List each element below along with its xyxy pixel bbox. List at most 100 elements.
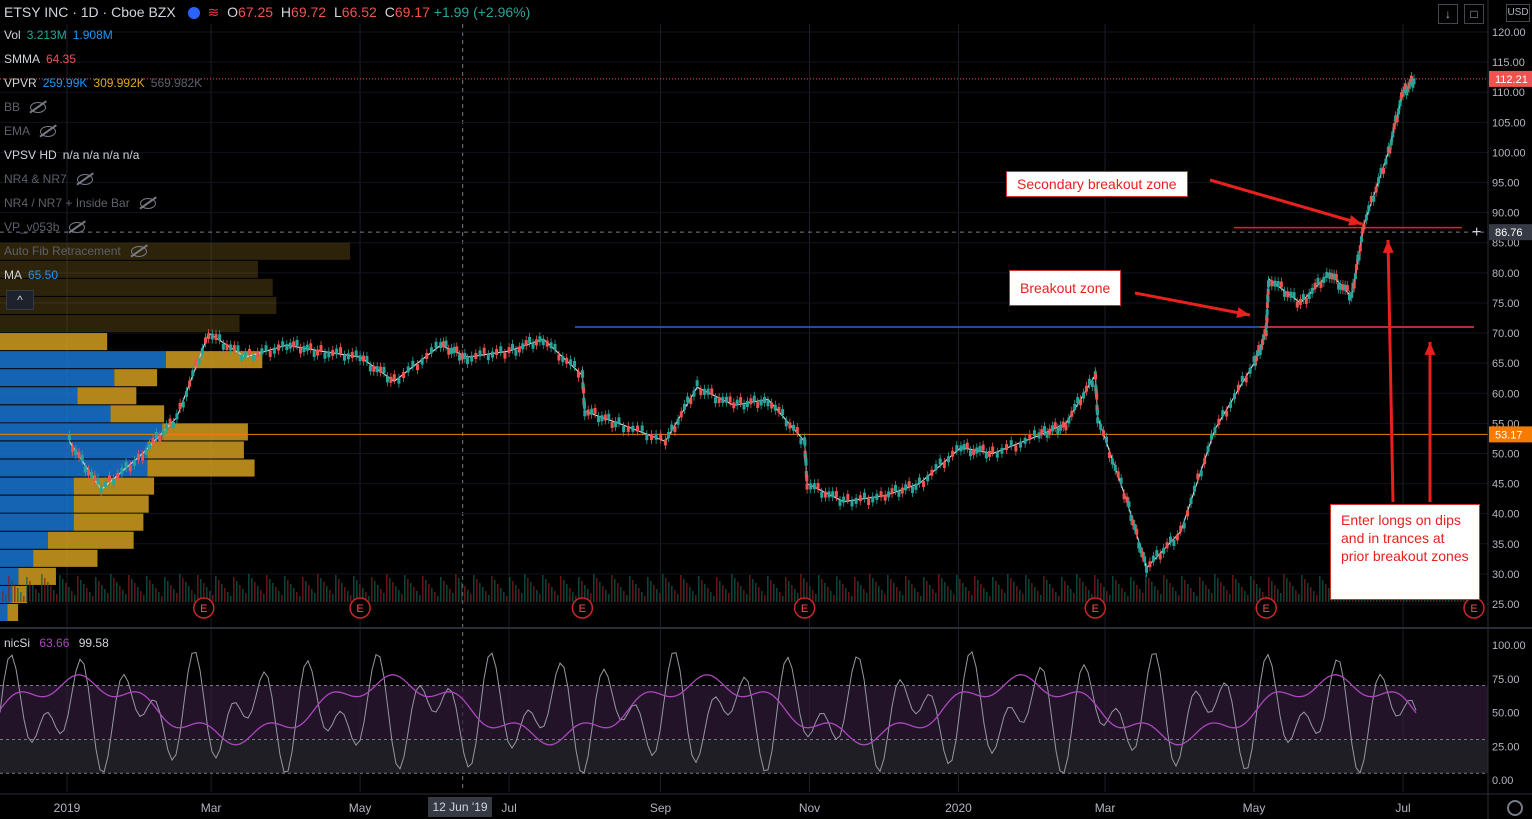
candle-body — [689, 398, 693, 405]
candle-body — [521, 343, 525, 350]
indicator-row[interactable]: SMMA 64.35 — [4, 52, 76, 66]
candle-body — [702, 388, 706, 395]
candle-body — [478, 350, 482, 357]
volume-bar — [1217, 578, 1219, 602]
candle-body — [1397, 108, 1401, 115]
volume-bar — [803, 578, 805, 602]
currency-button[interactable]: USD — [1506, 4, 1530, 22]
annotation-secondary-breakout[interactable]: Secondary breakout zone — [1006, 171, 1188, 197]
candle-body — [221, 343, 225, 350]
candle-body — [1265, 309, 1269, 316]
volume-bar — [350, 595, 352, 602]
volume-bar — [1187, 584, 1189, 602]
volume-bar — [1055, 592, 1057, 602]
volume-bar — [554, 591, 556, 602]
candle-body — [1353, 273, 1357, 280]
volume-bar — [14, 584, 16, 602]
candle-body — [411, 360, 415, 367]
candle-body — [887, 491, 891, 498]
indicator-row[interactable]: VP_v053b — [4, 220, 86, 234]
candle-body — [200, 347, 204, 354]
candle-body — [593, 407, 597, 414]
volume-bar — [947, 586, 949, 602]
volume-bar — [260, 590, 262, 602]
annotation-breakout[interactable]: Breakout zone — [1009, 270, 1122, 306]
eye-off-icon[interactable] — [40, 126, 57, 138]
candle-body — [323, 352, 327, 359]
indicator-row[interactable]: VPSV HD n/a n/a n/a n/a — [4, 148, 139, 162]
indicator-row[interactable]: Auto Fib Retracement — [4, 244, 147, 258]
candle-body — [1384, 158, 1388, 165]
indicator-row[interactable]: EMA — [4, 124, 57, 138]
volume-bar — [1208, 589, 1210, 602]
candle-body — [120, 467, 124, 474]
candle-body — [1084, 385, 1088, 392]
oscillator-name: nicSi — [4, 636, 31, 650]
oscillator-slow-line — [0, 674, 1417, 746]
indicator-row[interactable]: NR4 & NR7 — [4, 172, 93, 186]
profile-down-bar — [33, 549, 98, 567]
volume-bar — [683, 579, 685, 602]
eye-off-icon[interactable] — [30, 102, 47, 114]
annotation-enter-longs[interactable]: Enter longs on dips and in trances at pr… — [1330, 504, 1480, 600]
volume-bar — [407, 579, 409, 602]
volume-bar — [938, 574, 940, 602]
indicator-row[interactable]: MA 65.50 — [4, 268, 58, 282]
collapse-legend-button[interactable]: ^ — [6, 290, 34, 310]
eye-off-icon[interactable] — [139, 198, 156, 210]
indicator-value: 259.99K — [42, 76, 88, 90]
candle-body — [788, 422, 792, 429]
indicator-row[interactable]: Vol 3.213M 1.908M — [4, 28, 113, 42]
candle-body — [252, 354, 256, 361]
volume-bar — [86, 588, 88, 602]
volume-bar — [1211, 593, 1213, 602]
volume-bar — [275, 587, 277, 602]
eye-off-icon[interactable] — [76, 174, 93, 186]
volume-bar — [686, 583, 688, 602]
candle-body — [312, 350, 316, 357]
candle-body — [553, 343, 557, 350]
volume-bar — [401, 594, 403, 602]
volume-bar — [230, 596, 232, 602]
time-tick-label: Mar — [201, 801, 222, 815]
settings-gear-icon[interactable] — [1507, 800, 1523, 816]
indicator-name: Vol — [4, 28, 21, 42]
candle-body — [862, 492, 866, 499]
chart-header: ETSY INC · 1D · Cboe BZX ≋ O67.25 H69.72… — [4, 4, 530, 21]
eye-off-icon[interactable] — [130, 246, 147, 258]
candle-body — [444, 340, 448, 347]
candle-body — [640, 425, 644, 432]
volume-bar — [482, 587, 484, 602]
candle-body — [116, 473, 120, 480]
volume-bar — [371, 577, 373, 602]
oscillator-lower-band — [0, 739, 1488, 774]
volume-bar — [134, 583, 136, 602]
volume-bar — [980, 584, 982, 602]
price-axis[interactable]: 120.00 115.00 110.00 105.00 100.00 95.00 90.00… — [1472, 27, 1532, 611]
candle-body — [86, 469, 90, 476]
fullscreen-icon[interactable]: □ — [1464, 4, 1484, 24]
time-axis[interactable]: 2019 Mar May Jul Sep Nov 2020 Mar May Jul — [54, 801, 1411, 815]
volume-bar — [812, 590, 814, 602]
volume-bar — [1034, 587, 1036, 602]
candle-body — [285, 344, 289, 351]
arrow-secondary — [1209, 178, 1363, 226]
volume-bar — [764, 595, 766, 602]
eye-off-icon[interactable] — [69, 222, 86, 234]
candle-body — [460, 353, 464, 360]
symbol-title[interactable]: ETSY INC · 1D · Cboe BZX — [4, 4, 176, 20]
indicator-row[interactable]: NR4 / NR7 + Inside Bar — [4, 196, 156, 210]
oscillator-value-2: 99.58 — [78, 636, 109, 650]
candle-body — [1391, 131, 1395, 138]
indicator-row[interactable]: VPVR 259.99K 309.992K 569.982K — [4, 76, 202, 90]
candle-body — [1182, 522, 1186, 529]
volume-bar — [287, 580, 289, 602]
volume-bar — [491, 576, 493, 602]
volume-bar — [839, 580, 841, 602]
candle-body — [1048, 428, 1052, 435]
scroll-down-icon[interactable]: ↓ — [1438, 4, 1458, 24]
arrow-enter-1 — [1386, 239, 1395, 503]
indicator-row[interactable]: BB — [4, 100, 47, 114]
candle-body — [1240, 376, 1244, 383]
